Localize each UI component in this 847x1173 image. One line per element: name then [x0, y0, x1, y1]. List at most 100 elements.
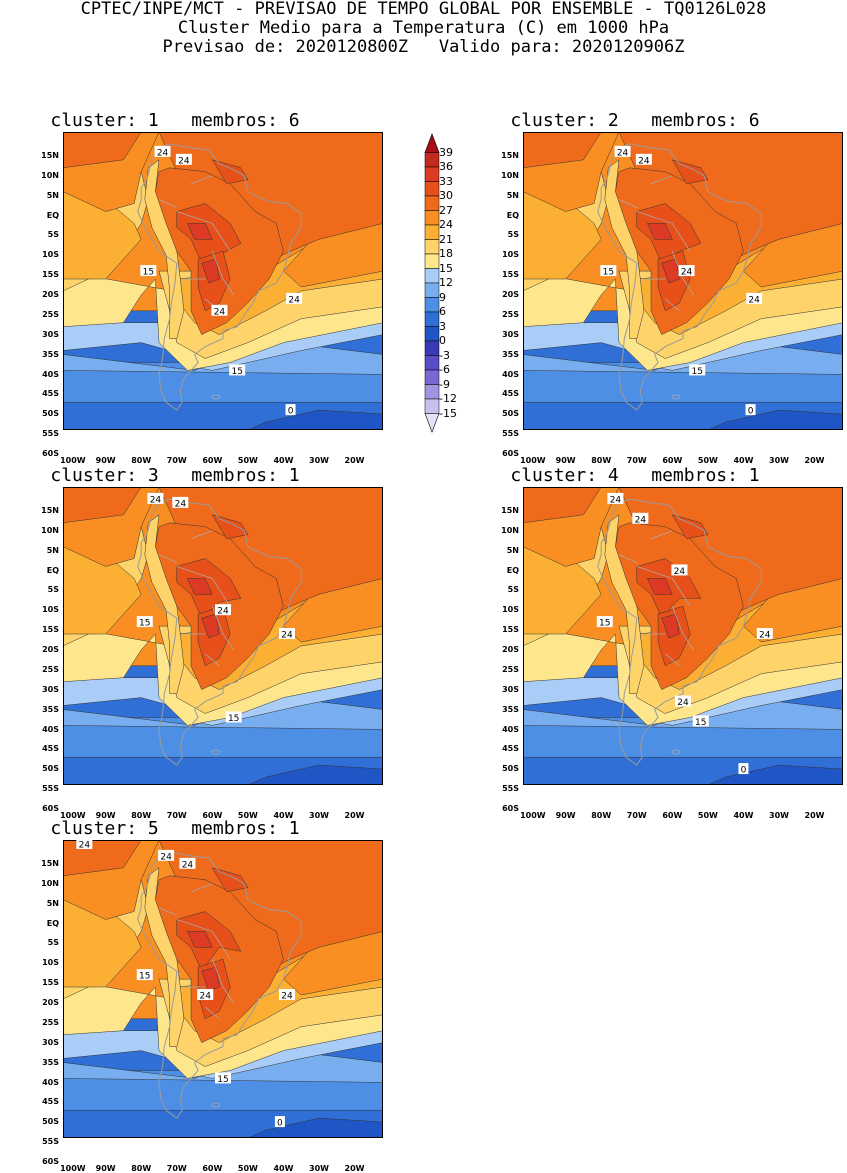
- temperature-band: [671, 514, 709, 539]
- lon-tick-label: 20W: [344, 811, 365, 820]
- lat-tick-label: EQ: [46, 918, 59, 928]
- color-legend: 39 36 33 30 27 24 21 18 15 12 9 6 3 0 -3 -6 -9 -12 -15: [423, 130, 473, 445]
- contour-label-box: [211, 304, 228, 316]
- lat-tick-label: 35S: [42, 1057, 59, 1067]
- contour-label: 24: [617, 148, 629, 158]
- temperature-map: 24 24 15 24 24 15 0: [523, 132, 843, 430]
- lon-tick-label: 30W: [769, 456, 789, 465]
- contour-label-box: [147, 492, 164, 504]
- contour-label-box: [215, 604, 231, 616]
- temperature-map: 24 24 15 24 24 15: [63, 487, 383, 785]
- lat-tick-label: 60S: [502, 449, 519, 458]
- panel-title: cluster: 4 membros: 1: [510, 465, 760, 486]
- lon-tick-label: 90W: [95, 1164, 116, 1173]
- country-border: [204, 1006, 220, 1020]
- contour-label-box: [678, 265, 695, 277]
- contour-label-box: [76, 840, 93, 849]
- contour-label: 24: [199, 991, 211, 1001]
- temperature-band: [201, 613, 220, 639]
- lat-tick-label: 25S: [42, 664, 59, 674]
- lon-tick-label: 100W: [60, 811, 86, 820]
- lon-tick-label: 20W: [804, 456, 825, 465]
- lon-tick-label: 50W: [237, 456, 258, 465]
- lat-tick-label: 35S: [502, 349, 519, 359]
- lat-tick-label: EQ: [506, 565, 519, 575]
- continent-outline: [137, 851, 302, 1119]
- temperature-band: [63, 132, 142, 169]
- lat-tick-label: 40S: [42, 1077, 59, 1087]
- lat-tick-label: 5S: [507, 230, 519, 240]
- lon-tick-label: 100W: [520, 456, 546, 465]
- lon-tick-label: 50W: [697, 456, 718, 465]
- legend-colorbar: [424, 133, 440, 433]
- lon-tick-label: 100W: [60, 1164, 86, 1173]
- lon-tick-label: 80W: [131, 1164, 152, 1173]
- legend-level-label: 6: [439, 305, 446, 318]
- lat-tick-label: 10S: [42, 605, 59, 615]
- lat-tick-label: 15N: [41, 151, 59, 160]
- lon-tick-label: 70W: [626, 811, 647, 820]
- lat-tick-label: 5S: [47, 938, 59, 948]
- lat-tick-label: 45S: [42, 744, 59, 754]
- contour-label-box: [279, 628, 295, 640]
- map-frame: [523, 487, 843, 785]
- lat-tick-label: 30S: [42, 329, 59, 339]
- continent-outline: [137, 143, 302, 411]
- lon-tick-label: 30W: [309, 811, 329, 820]
- lon-tick-label: 70W: [166, 1164, 187, 1173]
- temperature-map: 24 24 15 24 24 24 15 0: [523, 487, 843, 785]
- lat-tick-label: 60S: [42, 804, 59, 813]
- contour-label-box: [607, 492, 624, 504]
- temperature-band: [211, 867, 249, 892]
- cluster-panel-5: cluster: 5 membros: 1 24 24 24 15 24 24 15 0 15N 1…: [0, 818, 383, 1173]
- lon-tick-label: 60W: [202, 811, 223, 820]
- lat-tick-label: 5S: [507, 585, 519, 595]
- contour-label-box: [225, 711, 242, 723]
- lat-tick-label: 50S: [502, 764, 519, 774]
- temperature-band: [144, 159, 185, 339]
- contour-label-box: [614, 145, 631, 157]
- temperature-band: [201, 966, 220, 992]
- panel-title: cluster: 1 membros: 6: [50, 110, 300, 131]
- lat-tick-label: 45S: [502, 389, 519, 399]
- legend-swatch: [424, 166, 440, 182]
- contour-label: 24: [610, 495, 622, 505]
- lon-tick-label: 90W: [555, 811, 576, 820]
- legend-level-label: 27: [439, 203, 453, 217]
- lon-tick-label: 70W: [166, 456, 187, 465]
- lat-tick-label: 5N: [506, 545, 519, 555]
- contour-label: 24: [157, 148, 169, 158]
- lat-tick-label: 60S: [502, 804, 519, 813]
- lat-tick-label: 45S: [502, 744, 519, 754]
- lon-tick-label: 20W: [344, 456, 365, 465]
- legend-level-label: -12: [439, 392, 457, 405]
- lon-tick-label: 50W: [237, 1164, 258, 1173]
- lon-tick-label: 40W: [273, 456, 294, 465]
- lat-tick-label: 10N: [41, 878, 59, 888]
- lat-tick-label: EQ: [46, 565, 59, 575]
- lat-tick-label: 10N: [41, 170, 59, 180]
- country-border: [650, 175, 673, 185]
- lat-tick-label: 15N: [501, 506, 519, 515]
- contour-label: 0: [741, 766, 747, 776]
- contour-label-box: [172, 496, 189, 508]
- contour-label: 15: [143, 268, 154, 278]
- lat-tick-label: 5N: [46, 190, 59, 200]
- lon-tick-label: 80W: [131, 811, 152, 820]
- lon-tick-label: 20W: [804, 811, 825, 820]
- temperature-band: [211, 159, 249, 184]
- legend-swatch: [424, 224, 440, 240]
- country-border: [204, 653, 220, 667]
- lon-tick-label: 70W: [166, 811, 187, 820]
- legend-level-label: 36: [439, 160, 453, 173]
- lat-tick-label: 20S: [502, 645, 519, 655]
- contour-label: 15: [139, 619, 150, 629]
- falkland-islands: [671, 749, 681, 755]
- country-border: [618, 554, 637, 563]
- lat-tick-label: 15S: [42, 625, 59, 635]
- lat-tick-label: 55S: [502, 429, 519, 439]
- legend-level-label: 30: [439, 189, 453, 202]
- country-border: [158, 199, 177, 208]
- contour-label-box: [286, 292, 303, 304]
- contour-label: 24: [674, 567, 686, 577]
